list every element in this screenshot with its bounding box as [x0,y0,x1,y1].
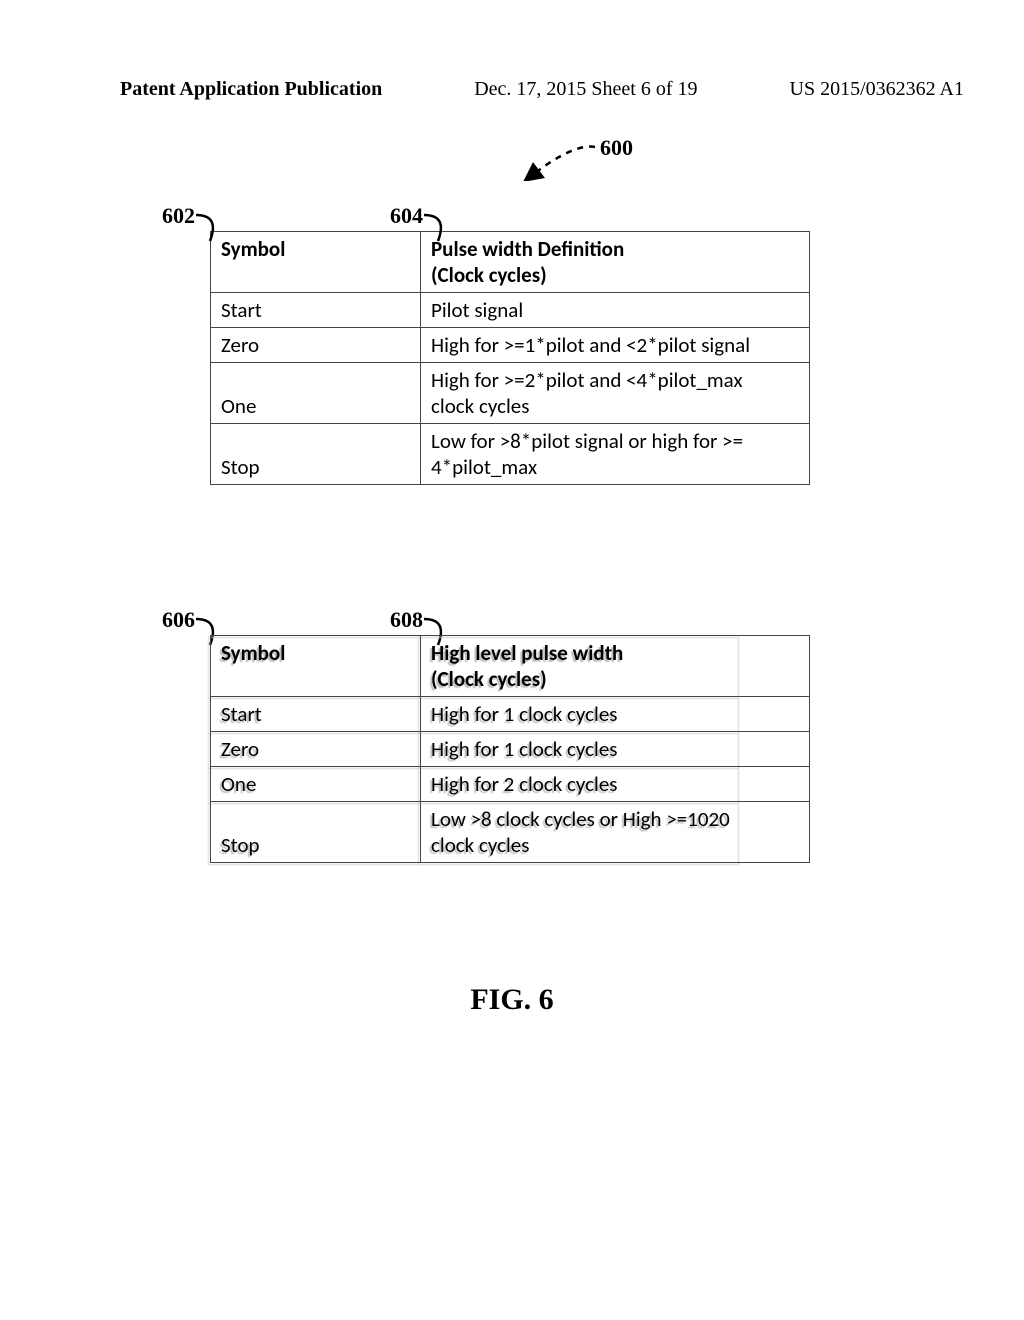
cell-line2: clock cycles [431,393,529,419]
cell: High for >=1*pilot and <2*pilot signal [421,328,810,363]
header-right: US 2015/0362362 A1 [790,78,964,101]
reference-600-label: 600 [600,135,633,161]
cell: High for 1 clock cycles [421,732,810,767]
cell: One [211,363,421,424]
table-1-wrap: 602 604 Symbol Pulse width Definition (C… [210,231,810,485]
table-row: Stop Low >8 clock cycles or High >=1020 … [211,802,810,863]
table-row: Symbol High level pulse width (Clock cyc… [211,636,810,697]
cell-line1: Low for >8*pilot signal or high for >= [431,428,743,454]
th-line2: (Clock cycles) [431,666,547,692]
table-1-header-definition: Pulse width Definition (Clock cycles) [421,232,810,293]
table-row: Zero High for 1 clock cycles [211,732,810,767]
callout-604-hook-icon [420,213,460,247]
cell: Low >8 clock cycles or High >=1020 clock… [421,802,810,863]
table-2-header-symbol: Symbol [211,636,421,697]
cell: Stop [211,424,421,485]
th-line2: (Clock cycles) [431,262,547,288]
callout-602: 602 [162,203,195,229]
cell-line1: High for >=2*pilot and <4*pilot_max [431,367,743,393]
callout-604-label: 604 [390,203,423,228]
table-row: One High for >=2*pilot and <4*pilot_max … [211,363,810,424]
cell: One [211,767,421,802]
figure-label: FIG. 6 [0,983,1024,1017]
table-2-header-definition: High level pulse width (Clock cycles) [421,636,810,697]
callout-608: 608 [390,607,423,633]
table-row: Start Pilot signal [211,293,810,328]
cell: Start [211,697,421,732]
reference-600: 600 [520,141,640,181]
table-1: Symbol Pulse width Definition (Clock cyc… [210,231,810,485]
header-center: Dec. 17, 2015 Sheet 6 of 19 [474,78,697,101]
cell: Zero [211,732,421,767]
cell: Stop [211,802,421,863]
figure-content: 600 602 604 Symbol Pulse width Definitio… [0,101,1024,1017]
arrow-600-icon [520,141,610,181]
cell-line2: 4*pilot_max [431,454,537,480]
table-row: Start High for 1 clock cycles [211,697,810,732]
table-1-header-symbol: Symbol [211,232,421,293]
cell: High for 2 clock cycles [421,767,810,802]
callout-604: 604 [390,203,423,229]
table-row: One High for 2 clock cycles [211,767,810,802]
cell-line2: clock cycles [431,832,529,858]
table-row: Stop Low for >8*pilot signal or high for… [211,424,810,485]
cell: Low for >8*pilot signal or high for >= 4… [421,424,810,485]
header-left: Patent Application Publication [120,78,382,101]
callout-606: 606 [162,607,195,633]
cell: Start [211,293,421,328]
cell-line1: Low >8 clock cycles or High >=1020 [431,806,730,832]
callout-606-label: 606 [162,607,195,632]
cell: Zero [211,328,421,363]
table-row: Zero High for >=1*pilot and <2*pilot sig… [211,328,810,363]
callout-602-label: 602 [162,203,195,228]
callout-608-label: 608 [390,607,423,632]
page-header: Patent Application Publication Dec. 17, … [0,0,1024,101]
table-row: Symbol Pulse width Definition (Clock cyc… [211,232,810,293]
cell: High for 1 clock cycles [421,697,810,732]
table-2-wrap: 606 608 Symbol High level pulse width(Cl… [210,635,810,863]
cell: High for >=2*pilot and <4*pilot_max cloc… [421,363,810,424]
th-line1: High level pulse width [431,640,623,666]
cell: Pilot signal [421,293,810,328]
table-2: Symbol High level pulse width (Clock cyc… [210,635,810,863]
callout-602-hook-icon [192,213,232,247]
